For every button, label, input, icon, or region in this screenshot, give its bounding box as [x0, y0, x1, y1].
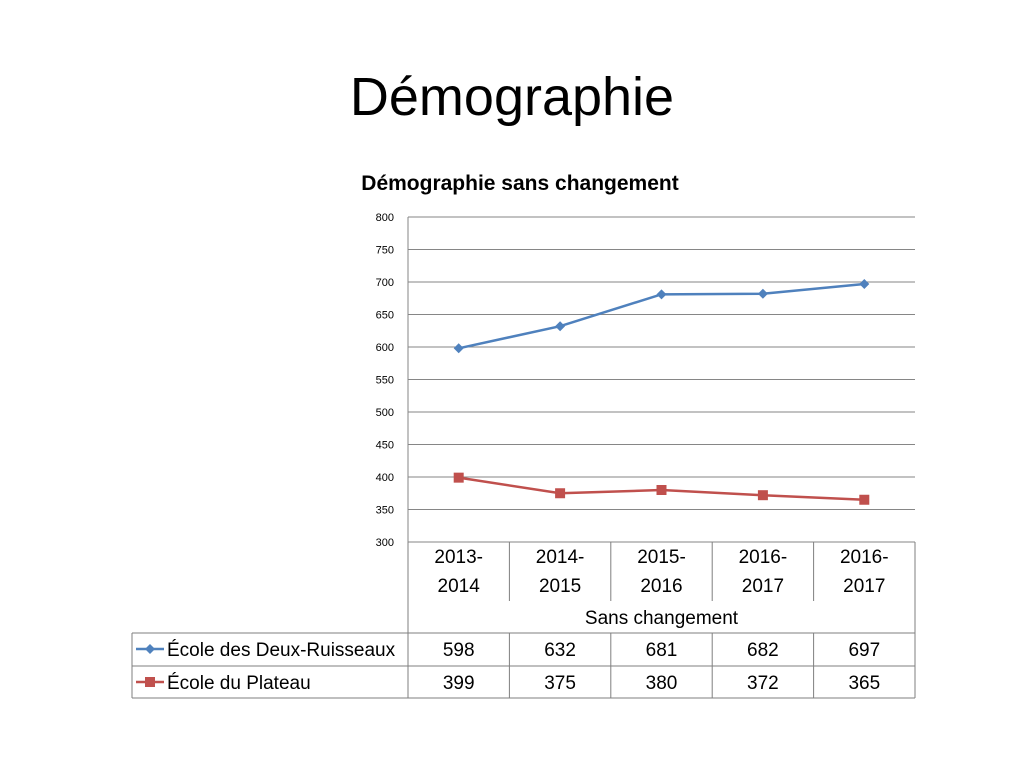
data-table-value: 681 [646, 640, 678, 661]
y-tick-label: 450 [376, 440, 394, 452]
data-point [656, 485, 667, 495]
data-table-value: 682 [747, 640, 779, 661]
data-point [453, 343, 464, 354]
data-point [453, 472, 464, 483]
data-table-value: 365 [848, 673, 880, 694]
y-tick-label: 550 [376, 375, 394, 387]
chart-title: Démographie sans changement [361, 172, 679, 195]
y-tick-label: 600 [376, 342, 394, 354]
data-point [859, 494, 870, 505]
data-point [757, 490, 768, 501]
data-point [555, 321, 566, 332]
x-category-label: 2014-2015 [536, 547, 585, 597]
y-tick-label: 700 [376, 277, 394, 289]
data-table-value: 697 [848, 640, 880, 661]
x-category-label: 2016-2017 [840, 547, 889, 597]
y-tick-label: 800 [376, 212, 394, 224]
data-point [757, 288, 768, 299]
data-point [555, 488, 566, 499]
data-point [656, 289, 667, 300]
legend-label: École des Deux-Ruisseaux [167, 640, 396, 661]
data-table-value: 598 [443, 640, 475, 661]
y-tick-label: 750 [376, 245, 394, 257]
x-group-label: Sans changement [585, 608, 739, 629]
y-tick-label: 400 [376, 472, 394, 484]
y-tick-label: 500 [376, 407, 394, 419]
y-tick-label: 650 [376, 310, 394, 322]
data-table-value: 632 [544, 640, 576, 661]
x-category-label: 2016-2017 [739, 547, 788, 597]
x-category-label: 2013-2014 [434, 547, 483, 597]
slide-title: Démographie [349, 67, 675, 127]
legend-marker [145, 677, 155, 687]
data-table-value: 399 [443, 673, 475, 694]
legend-marker [145, 644, 155, 654]
y-tick-label: 300 [376, 537, 394, 549]
data-table-value: 375 [544, 673, 576, 694]
data-point [859, 278, 870, 289]
y-tick-label: 350 [376, 505, 394, 517]
data-table-value: 372 [747, 673, 779, 694]
x-category-label: 2015-2016 [637, 547, 686, 597]
data-table-value: 380 [646, 673, 678, 694]
legend-label: École du Plateau [167, 673, 311, 694]
